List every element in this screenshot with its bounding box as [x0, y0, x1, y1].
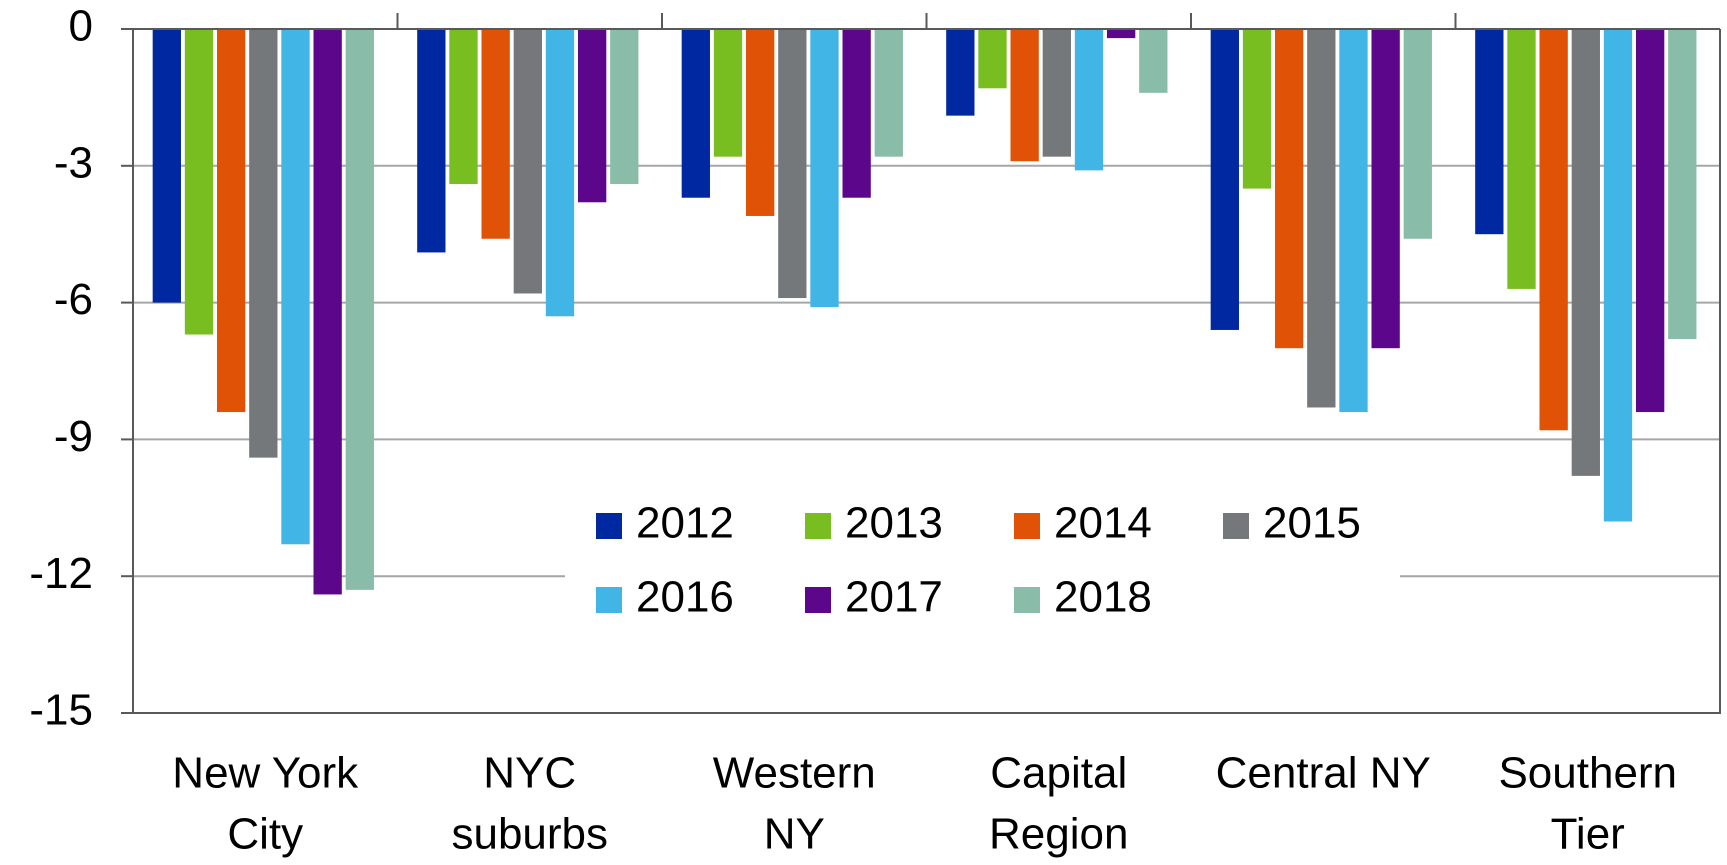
- bar: [1042, 29, 1071, 157]
- y-tick-label: -12: [29, 549, 93, 598]
- x-tick-label: New York: [172, 749, 359, 798]
- legend-swatch: [1223, 513, 1249, 539]
- bar: [281, 29, 310, 545]
- bar: [345, 29, 374, 590]
- legend-swatch: [596, 587, 622, 613]
- legend-swatch: [805, 513, 831, 539]
- bar: [184, 29, 214, 335]
- bar: [746, 29, 775, 216]
- x-tick-label: NY: [764, 810, 825, 859]
- bar: [1307, 29, 1336, 408]
- bar: [545, 29, 575, 317]
- bar: [874, 29, 903, 157]
- bar: [681, 29, 710, 198]
- bar: [1475, 29, 1504, 235]
- x-tick-label: Central NY: [1216, 749, 1431, 798]
- bar: [1668, 29, 1697, 340]
- y-tick-label: -6: [54, 275, 93, 324]
- y-tick-label: 0: [69, 2, 93, 51]
- legend-swatch: [1014, 513, 1040, 539]
- bar: [1403, 29, 1432, 239]
- axis-frame: [132, 29, 1721, 714]
- bar: [1339, 29, 1368, 413]
- x-tick-label: Region: [989, 810, 1128, 859]
- bar: [1571, 29, 1600, 476]
- y-tick-label: -3: [54, 138, 93, 187]
- bar: [1210, 29, 1239, 330]
- x-tick-label: NYC: [483, 749, 576, 798]
- x-tick-label: Tier: [1551, 810, 1625, 859]
- bar: [1074, 29, 1104, 171]
- y-tick-label: -9: [54, 412, 93, 461]
- legend-swatch: [805, 587, 831, 613]
- bar: [713, 29, 743, 157]
- legend-label: 2016: [636, 573, 734, 622]
- legend-label: 2013: [845, 499, 943, 548]
- bar: [449, 29, 478, 185]
- bar: [946, 29, 975, 116]
- legend-label: 2012: [636, 499, 734, 548]
- bar: [1371, 29, 1400, 349]
- legend-label: 2018: [1054, 573, 1152, 622]
- bar: [810, 29, 839, 308]
- legend-swatch: [1014, 587, 1040, 613]
- x-tick-label: suburbs: [451, 810, 608, 859]
- x-tick-label: Southern: [1498, 749, 1677, 798]
- bar: [1635, 29, 1665, 413]
- bar: [1603, 29, 1633, 522]
- legend-box: [565, 487, 1400, 637]
- bar: [577, 29, 607, 203]
- bar: [1242, 29, 1272, 189]
- bar: [417, 29, 446, 253]
- bar: [1106, 29, 1136, 39]
- bar: [249, 29, 278, 458]
- bar: [513, 29, 542, 294]
- legend-label: 2015: [1263, 499, 1361, 548]
- bar: [1275, 29, 1304, 349]
- bar: [842, 29, 871, 198]
- bar: [978, 29, 1007, 89]
- bar: [313, 29, 342, 595]
- x-tick-label: Western: [713, 749, 876, 798]
- bar: [217, 29, 246, 413]
- x-tick-label: Capital: [990, 749, 1127, 798]
- bar: [778, 29, 807, 299]
- y-tick-label: -15: [29, 686, 93, 735]
- bar: [610, 29, 639, 185]
- bar: [481, 29, 510, 239]
- bar: [1507, 29, 1536, 289]
- bar: [1539, 29, 1568, 431]
- legend-label: 2017: [845, 573, 943, 622]
- bar: [1139, 29, 1168, 93]
- legend-swatch: [596, 513, 622, 539]
- bar: [152, 29, 181, 303]
- x-tick-label: City: [227, 810, 303, 859]
- bar: [1010, 29, 1039, 162]
- legend-label: 2014: [1054, 499, 1152, 548]
